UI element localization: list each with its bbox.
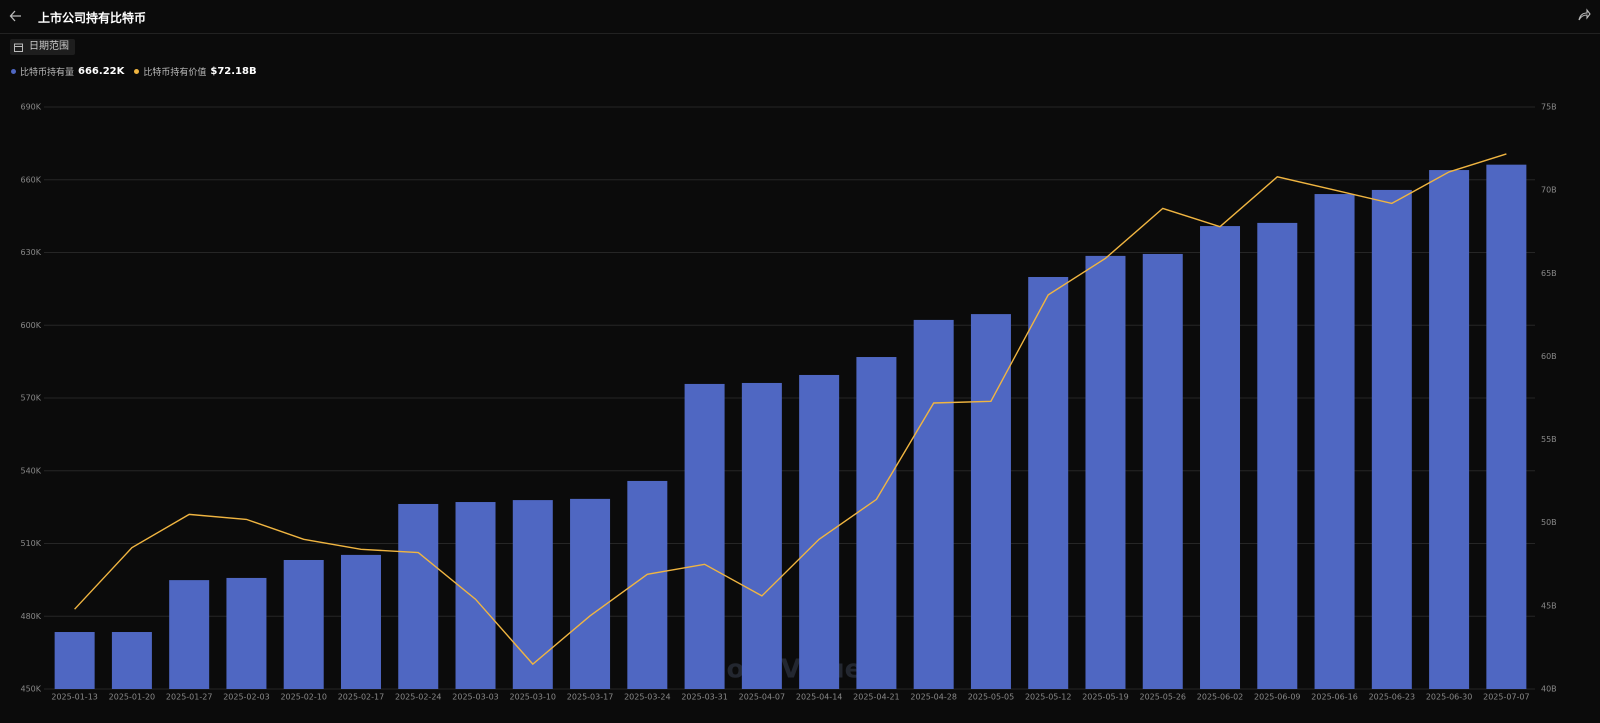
x-tick-label: 2025-07-07 — [1483, 693, 1530, 702]
legend: 比特币持有量 666.22K 比特币持有价值 $72.18B — [11, 65, 257, 78]
x-tick-label: 2025-05-05 — [968, 693, 1015, 702]
bar — [1257, 222, 1298, 690]
x-tick-label: 2025-03-10 — [510, 693, 557, 702]
bar — [111, 632, 152, 689]
bar — [970, 314, 1011, 689]
x-tick-label: 2025-01-27 — [166, 693, 213, 702]
bar — [512, 500, 553, 689]
legend-name: 比特币持有量 — [20, 68, 75, 78]
y2-tick-label: 75B — [1541, 103, 1557, 112]
y-tick-label: 570K — [20, 394, 41, 403]
x-tick-label: 2025-03-03 — [452, 693, 499, 702]
x-tick-label: 2025-03-24 — [624, 693, 671, 702]
bar — [627, 480, 668, 689]
legend-item: 比特币持有价值 $72.18B — [134, 65, 257, 78]
x-tick-label: 2025-04-28 — [910, 693, 957, 702]
bar — [1371, 189, 1412, 689]
header: 上市公司持有比特币 — [0, 0, 1600, 34]
y-tick-label: 630K — [20, 248, 41, 257]
bar — [226, 577, 267, 689]
y-tick-label: 660K — [20, 175, 41, 184]
bar — [913, 319, 954, 689]
legend-dot — [134, 69, 140, 74]
x-tick-label: 2025-02-10 — [280, 693, 327, 702]
y-tick-label: 480K — [20, 612, 41, 621]
bar — [54, 632, 95, 689]
line — [74, 153, 1507, 666]
y-tick-label: 540K — [20, 466, 41, 475]
bar — [283, 559, 324, 689]
x-tick-label: 2025-03-31 — [681, 693, 728, 702]
x-tick-label: 2025-06-02 — [1197, 693, 1244, 702]
y2-tick-label: 55B — [1541, 435, 1557, 444]
legend-item: 比特币持有量 666.22K — [11, 65, 124, 78]
x-tick-label: 2025-02-03 — [223, 693, 270, 702]
page-title: 上市公司持有比特币 — [38, 11, 147, 25]
bar — [856, 357, 897, 689]
date-range-label: 日期范围 — [29, 41, 69, 52]
bar — [1142, 253, 1183, 689]
x-tick-label: 2025-04-21 — [853, 693, 900, 702]
x-tick-label: 2025-06-16 — [1311, 693, 1358, 702]
y2-tick-label: 60B — [1541, 352, 1557, 361]
bar — [340, 554, 381, 689]
x-tick-label: 2025-01-20 — [109, 693, 156, 702]
y-tick-label: 450K — [20, 685, 41, 694]
x-tick-label: 2025-06-30 — [1426, 693, 1473, 702]
bar — [570, 498, 611, 689]
bar — [398, 503, 439, 689]
x-tick-label: 2025-02-24 — [395, 693, 442, 702]
x-tick-label: 2025-05-26 — [1140, 693, 1187, 702]
share-button[interactable] — [1577, 7, 1591, 25]
bar — [1028, 276, 1069, 689]
bar — [1486, 164, 1527, 689]
bar — [684, 383, 725, 689]
y2-tick-label: 50B — [1541, 518, 1557, 527]
x-tick-label: 2025-05-12 — [1025, 693, 1072, 702]
legend-dot — [11, 69, 16, 74]
y-tick-label: 600K — [20, 321, 41, 330]
x-tick-label: 2025-01-13 — [51, 693, 98, 702]
bar — [1200, 226, 1241, 689]
x-tick-label: 2025-03-17 — [567, 693, 614, 702]
x-tick-label: 2025-04-14 — [796, 693, 843, 702]
bar — [799, 374, 840, 689]
bar — [1314, 194, 1355, 689]
calendar-icon — [14, 43, 23, 52]
y-tick-label: 690K — [20, 103, 41, 112]
bar — [1429, 170, 1470, 690]
bar — [741, 382, 782, 689]
x-tick-label: 2025-04-07 — [739, 693, 786, 702]
x-tick-label: 2025-06-09 — [1254, 693, 1301, 702]
y-tick-label: 510K — [20, 539, 41, 548]
y2-tick-label: 40B — [1541, 685, 1557, 694]
legend-value: 666.22K — [78, 66, 125, 77]
bar — [169, 580, 210, 689]
y2-tick-label: 65B — [1541, 269, 1557, 278]
back-button[interactable] — [9, 7, 23, 25]
x-tick-label: 2025-02-17 — [338, 693, 385, 702]
bar — [455, 502, 496, 689]
date-range-button[interactable]: 日期范围 — [10, 39, 75, 55]
y2-tick-label: 45B — [1541, 601, 1557, 610]
legend-name: 比特币持有价值 — [143, 68, 207, 78]
y2-tick-label: 70B — [1541, 186, 1557, 195]
x-tick-label: 2025-05-19 — [1082, 693, 1129, 702]
x-tick-label: 2025-06-23 — [1369, 693, 1416, 702]
bar — [1085, 255, 1126, 689]
legend-value: $72.18B — [210, 66, 257, 77]
